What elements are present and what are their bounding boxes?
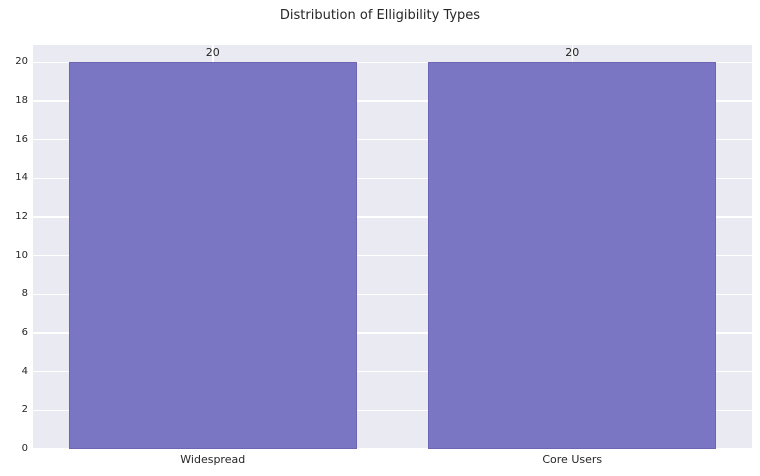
y-tick-label: 4 [21,365,28,377]
bar [68,62,357,449]
y-tick-label: 0 [21,443,28,454]
y-tick-label: 20 [15,56,28,68]
y-tick-label: 16 [15,133,28,145]
horizontal-gridline [33,177,752,180]
horizontal-gridline [33,216,752,218]
horizontal-gridline [33,370,752,373]
chart-title: Distribution of Elligibility Types [279,8,481,23]
bar-value-label: 20 [565,46,580,60]
bar [428,62,717,449]
horizontal-gridline [33,293,752,296]
horizontal-gridline [33,448,752,449]
x-tick-label: Widespread [180,453,246,466]
horizontal-gridline [33,61,752,64]
y-tick-label: 14 [15,172,28,184]
y-tick-label: 10 [15,249,28,261]
plot-area [33,45,752,449]
bar-value-label: 20 [205,46,220,60]
x-tick-label: Core Users [542,453,603,466]
y-tick-label: 8 [21,288,28,300]
y-tick-label: 12 [15,211,28,223]
horizontal-gridline [33,138,752,141]
horizontal-gridline [33,100,752,102]
y-tick-label: 18 [15,95,28,107]
horizontal-gridline [33,332,752,334]
horizontal-gridline [33,254,752,257]
horizontal-gridline [33,409,752,412]
y-tick-label: 2 [21,404,28,416]
y-tick-label: 6 [21,327,28,339]
